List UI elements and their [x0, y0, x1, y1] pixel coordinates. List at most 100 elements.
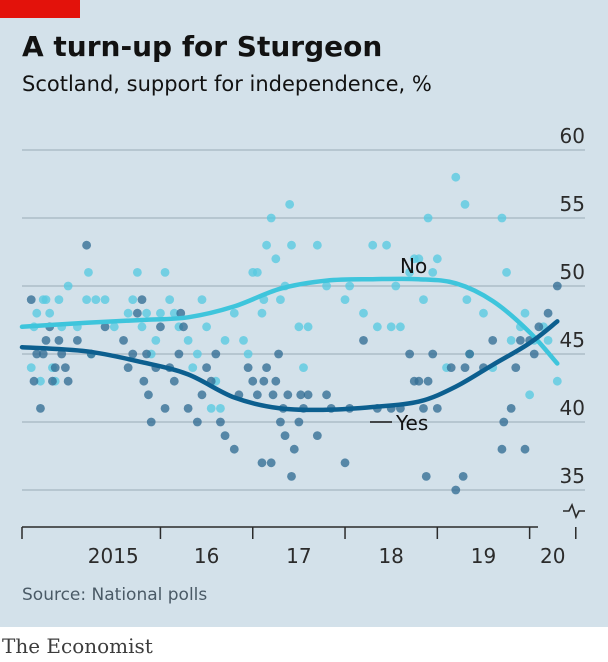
- yes-trend-line: [19, 319, 560, 413]
- yes-point: [359, 336, 368, 345]
- y-tick-label-55: 55: [560, 192, 585, 216]
- yes-point: [183, 404, 193, 413]
- no-point: [414, 254, 424, 264]
- no-point: [192, 349, 202, 359]
- yes-point: [465, 349, 475, 359]
- yes-point: [534, 322, 544, 332]
- no-point: [506, 336, 516, 345]
- no-point: [345, 281, 355, 291]
- no-point: [303, 322, 313, 332]
- no-point: [423, 213, 433, 223]
- no-point: [520, 308, 530, 318]
- yes-point: [192, 417, 202, 427]
- no-point: [151, 336, 161, 345]
- no-point: [294, 322, 304, 332]
- no-point: [460, 200, 470, 209]
- no-point: [91, 295, 101, 304]
- no-point: [132, 268, 142, 277]
- yes-points-layer: [26, 240, 562, 495]
- no-point: [202, 322, 211, 332]
- yes-point: [419, 404, 428, 413]
- yes-point: [280, 431, 290, 440]
- yes-point: [287, 472, 296, 481]
- yes-point: [428, 349, 438, 359]
- no-point: [100, 295, 110, 304]
- yes-point: [252, 390, 262, 400]
- yes-point: [289, 444, 299, 454]
- yes-point: [160, 404, 170, 413]
- y-axis-ticks: 35 40 45 50 55 60: [560, 124, 585, 488]
- x-tick-label-16: 16: [194, 544, 219, 568]
- yes-point: [274, 349, 283, 359]
- no-point: [386, 322, 396, 332]
- yes-point: [144, 390, 153, 400]
- yes-point: [179, 322, 188, 332]
- no-point: [257, 308, 267, 318]
- no-point: [428, 268, 438, 277]
- no-point: [220, 336, 230, 345]
- no-point: [26, 363, 36, 372]
- yes-point: [543, 308, 553, 318]
- no-point: [36, 376, 45, 386]
- no-point: [41, 295, 51, 304]
- yes-point: [268, 390, 278, 400]
- no-series-label: No: [400, 254, 427, 278]
- yes-point: [220, 431, 230, 440]
- yes-point: [488, 336, 498, 345]
- no-point: [156, 308, 165, 318]
- yes-point: [262, 363, 271, 372]
- yes-point: [202, 363, 211, 372]
- no-point: [197, 295, 207, 304]
- y-tick-label-45: 45: [560, 328, 585, 352]
- yes-point: [520, 444, 530, 454]
- chart-title: A turn-up for Sturgeon: [22, 30, 383, 63]
- yes-point: [248, 376, 258, 386]
- yes-point: [458, 472, 468, 481]
- yes-point: [38, 349, 48, 359]
- no-point: [543, 336, 553, 345]
- y-tick-label-50: 50: [560, 260, 585, 284]
- chart-plot: 35 40 45 50 55 60 2015 16 17 18 19 20 No Yes: [19, 124, 585, 568]
- yes-point: [169, 376, 179, 386]
- yes-point: [100, 322, 110, 332]
- brand-wordmark: The Economist: [2, 634, 153, 658]
- yes-point: [497, 444, 507, 454]
- no-point: [183, 336, 193, 345]
- no-point: [299, 363, 308, 372]
- no-point: [312, 240, 322, 250]
- no-point: [271, 254, 281, 264]
- yes-point: [421, 472, 431, 481]
- yes-point: [414, 376, 424, 386]
- yes-point: [303, 390, 313, 400]
- chart-subtitle: Scotland, support for independence, %: [22, 72, 432, 96]
- x-tick-label-17: 17: [286, 544, 311, 568]
- yes-point: [312, 431, 322, 440]
- no-point: [160, 268, 170, 277]
- yes-point: [54, 336, 64, 345]
- yes-point: [266, 458, 276, 468]
- no-point: [32, 308, 42, 318]
- x-tick-label-2015: 2015: [88, 544, 139, 568]
- yes-point: [506, 404, 516, 413]
- yes-point: [296, 390, 306, 400]
- x-tick-label-20: 20: [540, 544, 565, 568]
- yes-point: [32, 349, 42, 359]
- no-point: [322, 281, 331, 291]
- axis-break-squiggle: [563, 502, 585, 520]
- yes-point: [271, 376, 281, 386]
- no-point: [405, 268, 415, 277]
- yes-point: [48, 376, 57, 386]
- yes-point: [139, 376, 149, 386]
- yes-point: [511, 363, 521, 372]
- no-point: [137, 322, 147, 332]
- yes-point: [259, 376, 269, 386]
- no-point: [206, 404, 216, 413]
- yes-point: [57, 349, 67, 359]
- no-point: [359, 308, 368, 318]
- no-point: [479, 308, 488, 318]
- x-tick-label-18: 18: [378, 544, 403, 568]
- no-point: [266, 213, 276, 223]
- no-point: [391, 281, 401, 291]
- yes-series-label: Yes: [395, 411, 428, 435]
- no-point: [45, 308, 55, 318]
